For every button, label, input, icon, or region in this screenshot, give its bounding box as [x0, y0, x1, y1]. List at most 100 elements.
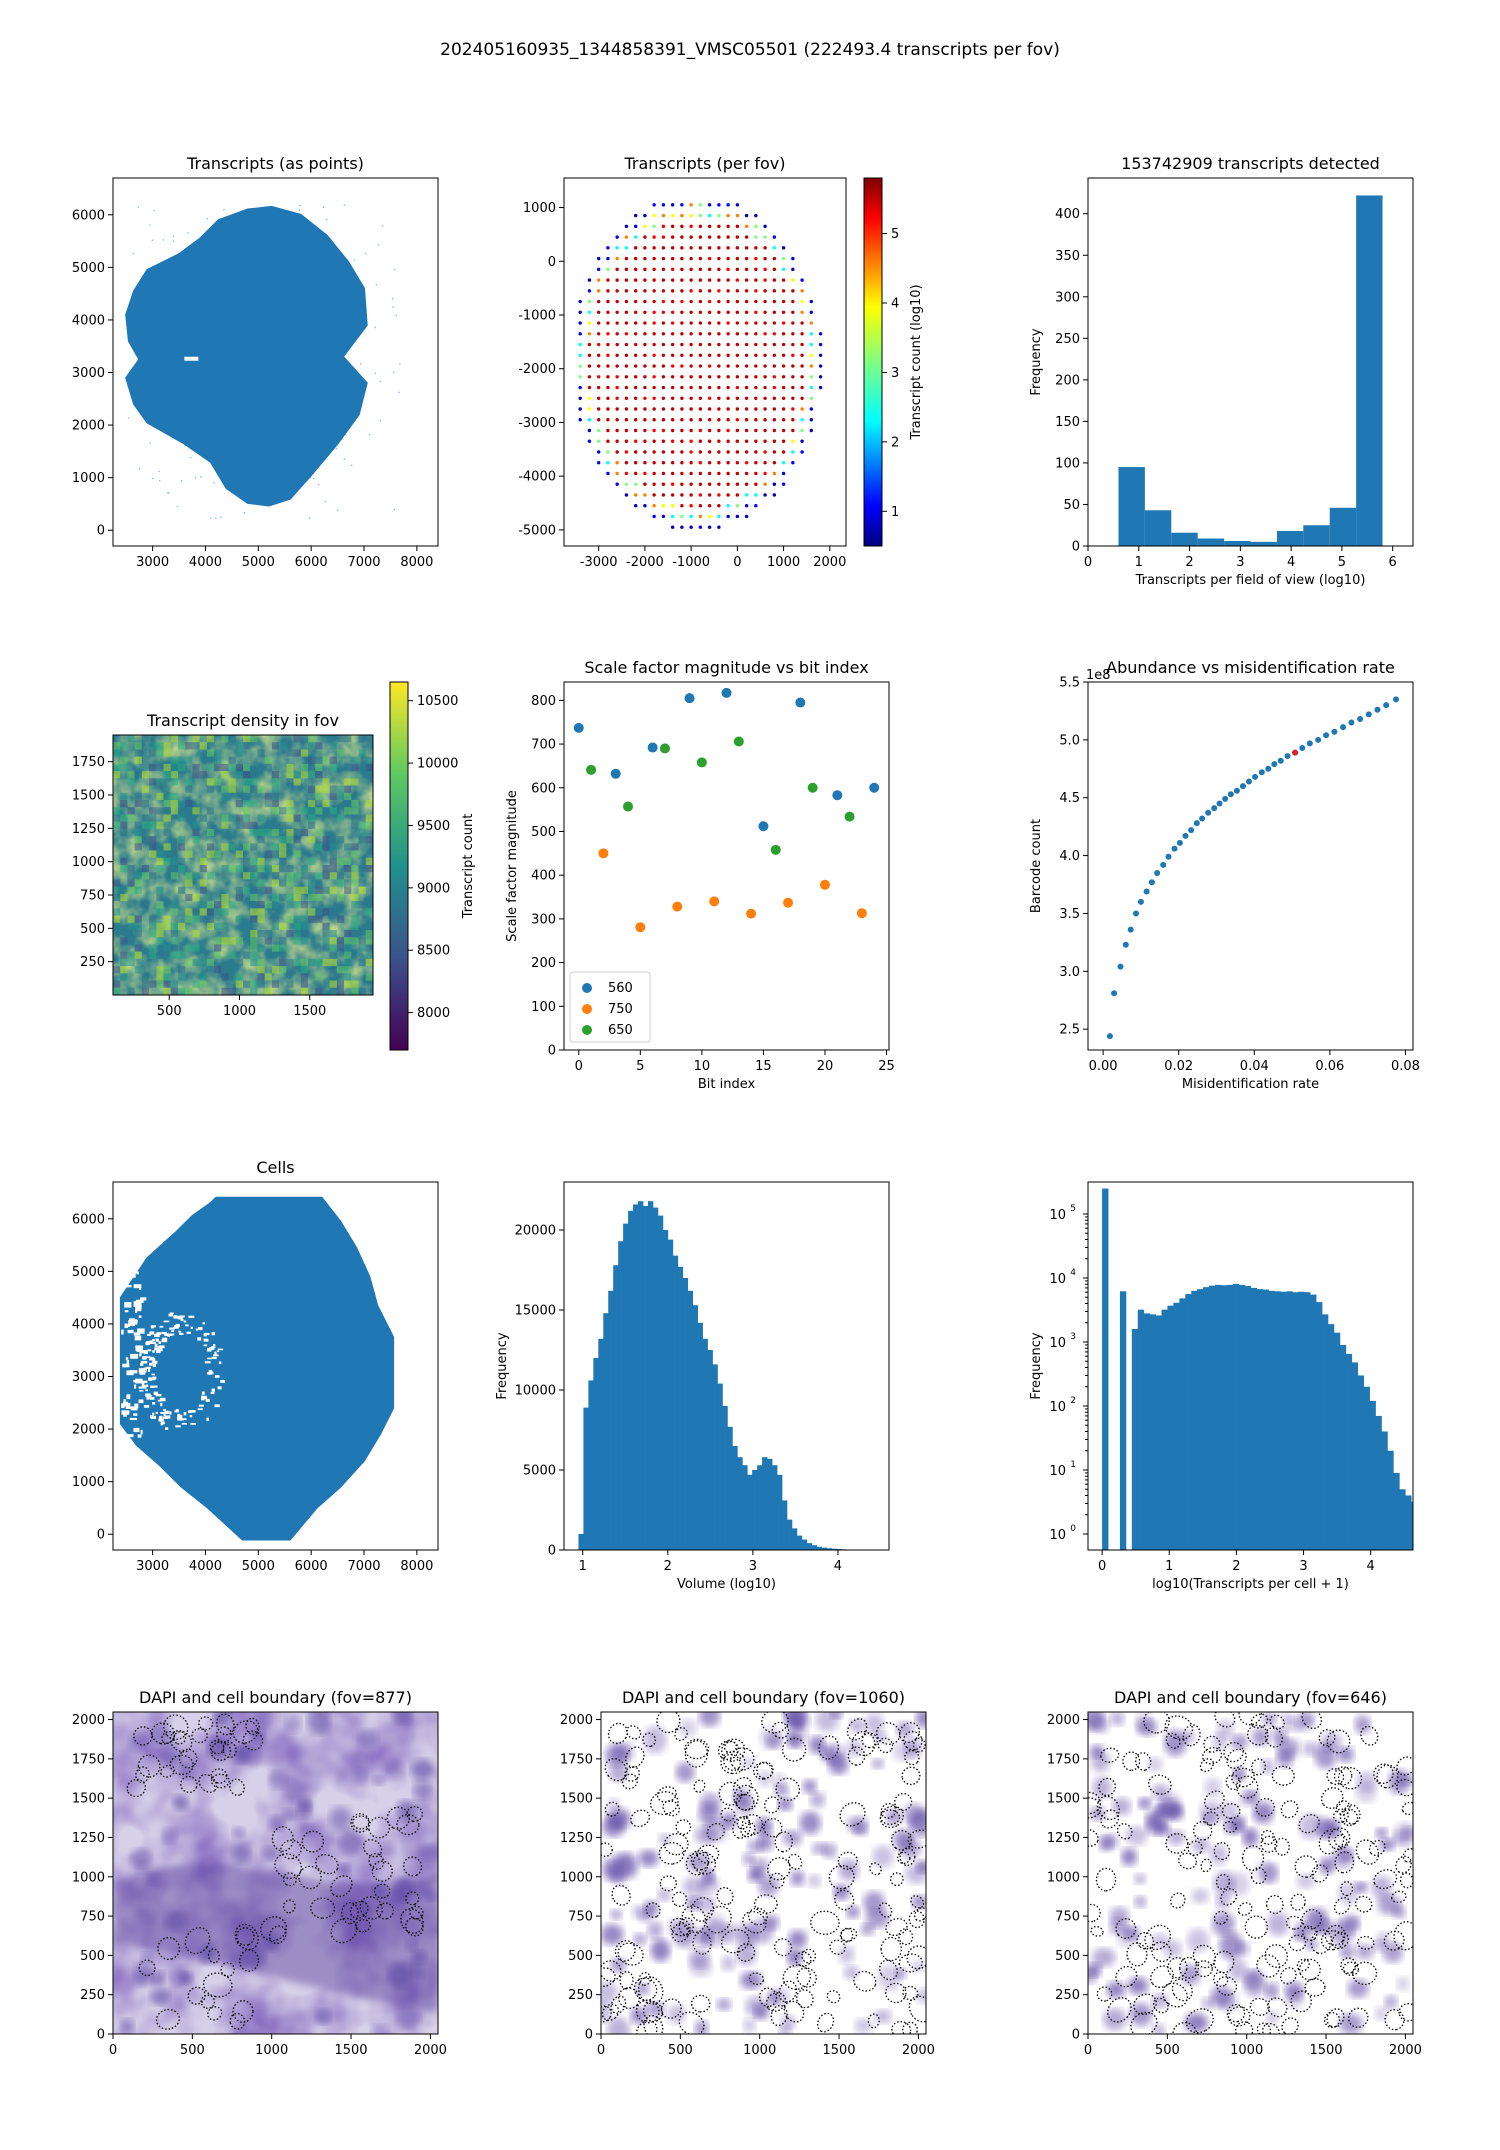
fov-point	[763, 246, 767, 250]
heatmap-cell	[315, 886, 323, 894]
cell-boundary	[330, 1917, 358, 1944]
cell-boundary	[1151, 1941, 1172, 1963]
fov-point	[670, 396, 675, 400]
fov-point	[689, 299, 693, 304]
fov-point	[717, 375, 721, 379]
cell-boundary	[210, 1773, 230, 1789]
heatmap-cell	[257, 785, 265, 793]
fov-point	[781, 342, 786, 347]
fov-point	[624, 342, 629, 347]
cell-boundary	[1220, 1888, 1238, 1906]
transcript-point	[194, 476, 197, 479]
heatmap-cell	[279, 821, 287, 829]
heatmap-cell	[271, 800, 280, 808]
transcript-point	[310, 364, 312, 367]
cell-boundary	[1354, 1895, 1373, 1913]
gap	[146, 1366, 151, 1369]
fov-point	[744, 267, 749, 272]
fov-point	[606, 289, 610, 293]
fov-point	[670, 353, 675, 357]
nucleus	[1167, 1829, 1185, 1846]
y-tick-label: 1000	[72, 471, 105, 486]
heatmap-cell	[308, 958, 316, 967]
histogram-bar	[1203, 1287, 1210, 1550]
fov-point	[606, 375, 610, 379]
heatmap-cell	[365, 821, 373, 829]
nucleus	[809, 1791, 826, 1808]
cell-boundary	[1088, 1791, 1101, 1815]
gap	[121, 1403, 125, 1409]
heatmap-cell	[163, 742, 171, 750]
scatter-point	[1137, 898, 1144, 905]
fov-point	[643, 332, 647, 336]
fov-point	[578, 364, 582, 368]
histogram-bar	[1405, 1495, 1412, 1550]
fov-point	[735, 439, 740, 443]
y-tick-label: 15000	[515, 1304, 556, 1319]
heatmap-cell	[279, 944, 287, 952]
heatmap-cell	[286, 828, 294, 837]
gap	[183, 1412, 187, 1416]
gap	[214, 1404, 220, 1408]
fov-point	[606, 461, 610, 465]
nucleus	[1280, 1712, 1294, 1724]
nucleus	[1239, 1789, 1260, 1807]
fov-point	[763, 375, 767, 379]
y-tick-label: 6000	[72, 1212, 105, 1227]
fov-point	[707, 235, 712, 239]
fov-point	[717, 364, 721, 368]
y-tick-label: 150	[1055, 415, 1080, 430]
scatter-point-750	[635, 922, 646, 933]
gap	[197, 1408, 203, 1411]
heatmap-cell	[293, 958, 301, 967]
x-tick-label: 5	[1338, 555, 1346, 570]
y-tick-label: 1000	[72, 1870, 105, 1885]
gap	[164, 1410, 169, 1413]
heatmap-cell	[264, 987, 272, 995]
heatmap-cell	[308, 742, 316, 750]
scatter-point	[1340, 724, 1347, 731]
fov-point	[624, 471, 629, 476]
cell-boundary	[662, 1800, 680, 1817]
transcript-point	[343, 406, 346, 409]
plot-area	[113, 1712, 438, 2034]
fov-point	[735, 407, 740, 411]
cell-boundary	[1352, 1961, 1378, 1986]
fov-point	[624, 493, 629, 497]
fov-point	[633, 375, 638, 379]
fov-point	[707, 364, 712, 368]
heatmap-cell	[221, 843, 229, 851]
heatmap-cell	[257, 857, 265, 865]
x-tick-label: 3	[1236, 555, 1244, 570]
heatmap-cell	[329, 807, 337, 815]
heatmap-cell	[315, 742, 323, 750]
colorbar	[389, 681, 409, 1051]
fov-point	[633, 439, 638, 443]
fov-point	[698, 278, 703, 282]
transcript-point	[203, 268, 205, 271]
scatter-point	[1182, 832, 1189, 839]
cell-boundary	[610, 1995, 627, 2014]
heatmap-cell	[336, 836, 345, 844]
cell-boundary	[876, 1722, 901, 1745]
heatmap-cell	[351, 850, 359, 858]
cell-boundary	[1340, 1881, 1354, 1897]
cell-boundary	[903, 1730, 923, 1751]
cell-boundary	[1376, 1764, 1399, 1789]
nucleus	[657, 1888, 671, 1902]
fov-point	[726, 461, 730, 465]
heatmap-cell	[271, 872, 280, 880]
nucleus	[631, 1904, 648, 1919]
cell-boundary	[207, 2006, 223, 2021]
heatmap-cell	[221, 814, 229, 822]
fov-point	[615, 256, 619, 261]
heatmap-cell	[336, 944, 345, 952]
axes-frame	[112, 1711, 439, 2035]
heatmap-cell	[170, 944, 178, 952]
cell-boundary	[1267, 1997, 1288, 2018]
transcript-point	[177, 339, 180, 342]
heatmap-cell	[300, 987, 308, 995]
fov-point	[735, 514, 740, 519]
histogram-bar	[1197, 1289, 1204, 1550]
fov-point	[661, 278, 666, 282]
